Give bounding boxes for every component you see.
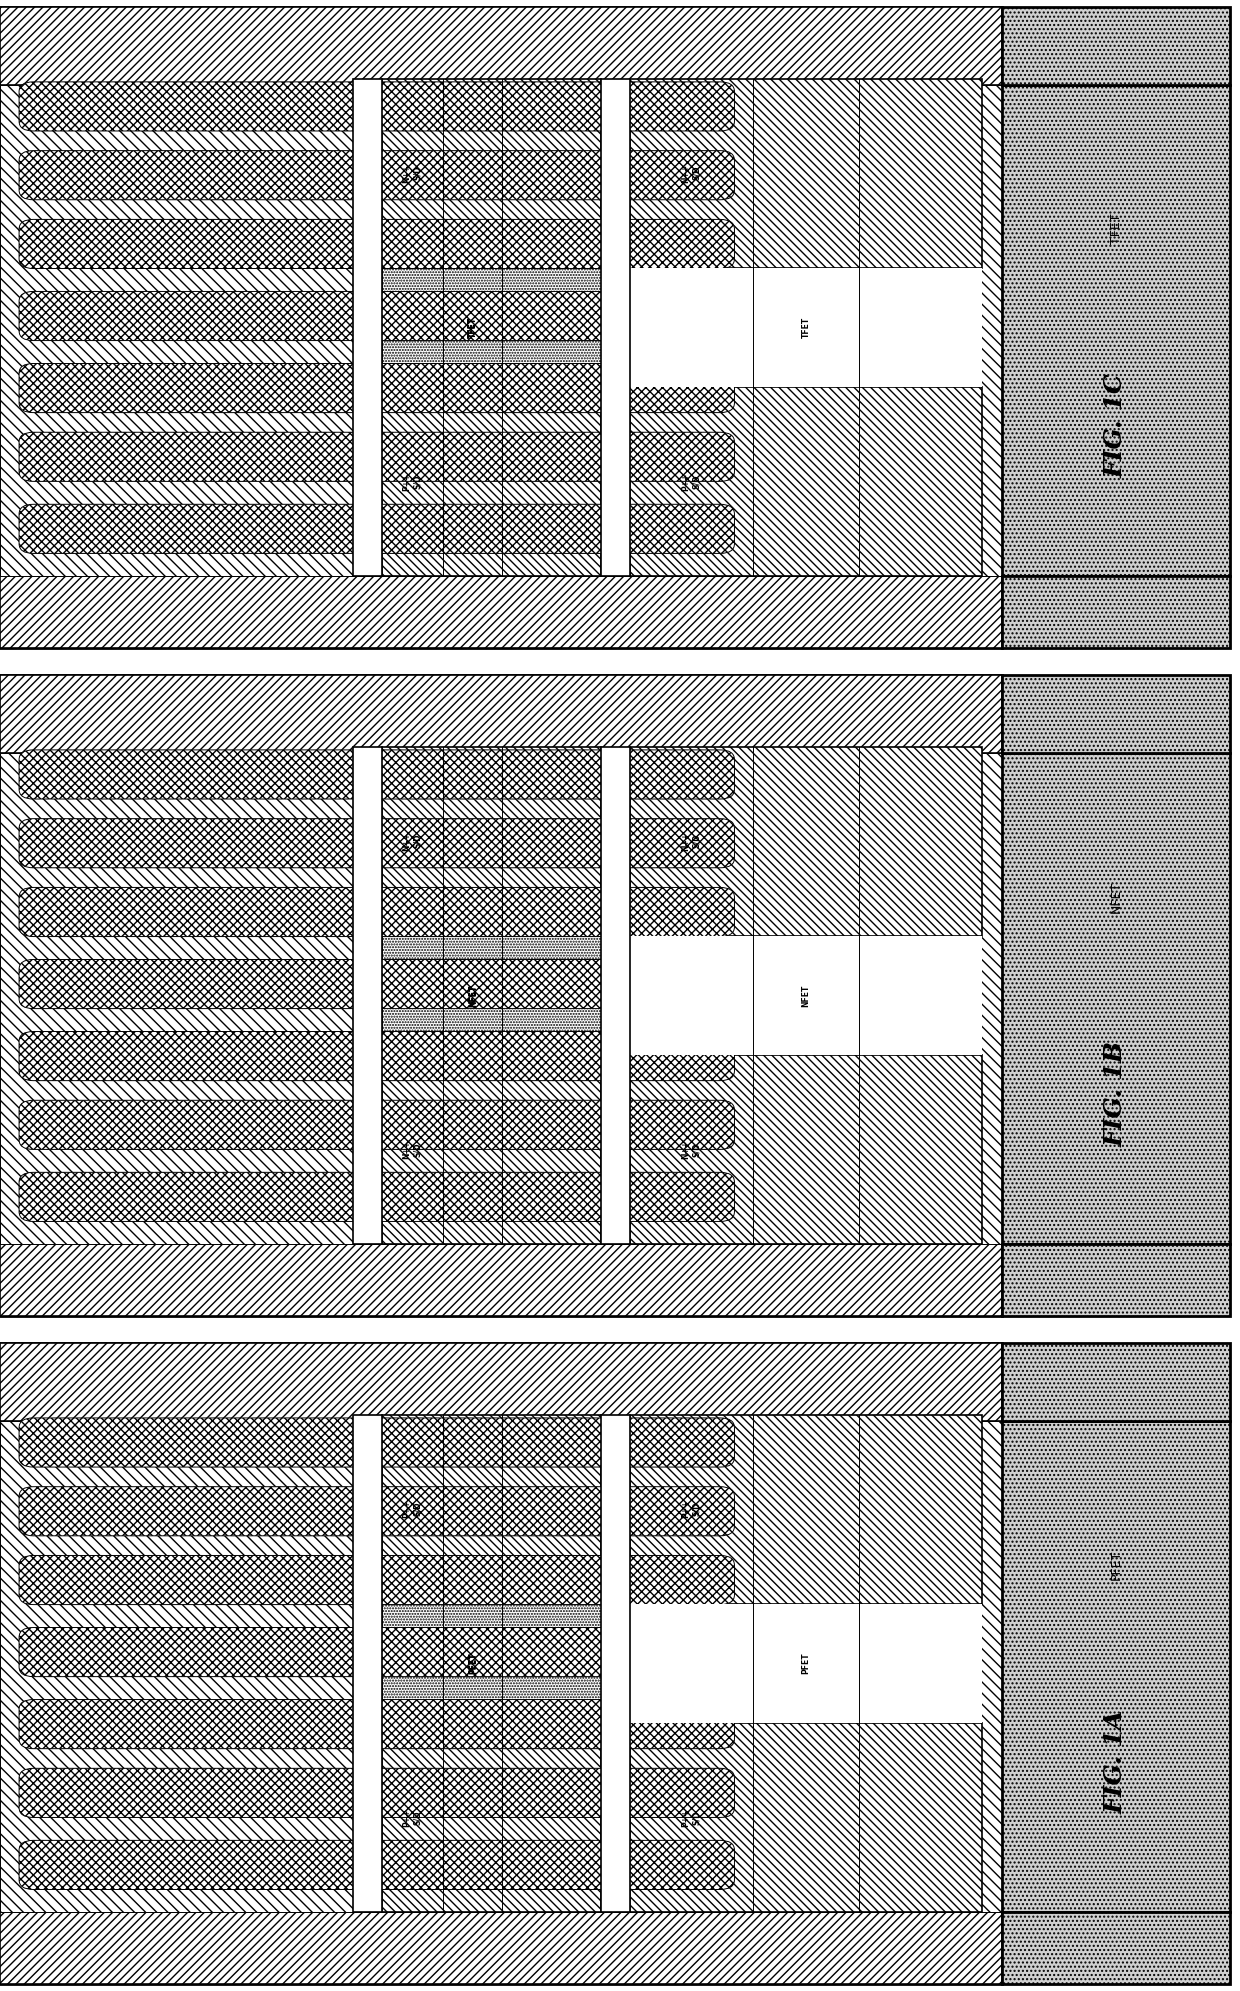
Bar [382,386,601,575]
Bar [382,1724,601,1913]
FancyBboxPatch shape [19,818,734,868]
Text: N++
S/D: N++ S/D [682,1141,701,1159]
Bar [601,78,630,575]
FancyBboxPatch shape [19,960,734,1009]
Text: N++
S/D: N++ S/D [682,832,701,850]
FancyBboxPatch shape [19,504,734,553]
FancyBboxPatch shape [19,1700,734,1748]
Bar [630,78,982,267]
Bar [382,747,601,936]
Bar [630,1605,982,1724]
Text: TFET: TFET [467,317,477,338]
Text: N++
S/D: N++ S/D [403,1141,422,1159]
Bar [630,747,982,936]
Text: P++
S/D: P++ S/D [682,1808,701,1828]
Bar [382,1416,601,1605]
Bar [1002,1244,1230,1316]
Bar [630,1724,982,1913]
Bar [382,267,601,386]
FancyBboxPatch shape [19,888,734,936]
Bar [382,936,601,1055]
FancyBboxPatch shape [19,82,734,131]
Bar [0,1342,1002,1422]
Text: P++
S/D: P++ S/D [403,1808,422,1828]
Text: NFET: NFET [1110,882,1122,914]
Bar [0,675,1002,1316]
Bar [0,86,1002,575]
Bar [1002,6,1230,86]
FancyBboxPatch shape [19,1768,734,1818]
FancyBboxPatch shape [19,1840,734,1889]
FancyBboxPatch shape [19,1627,734,1676]
FancyBboxPatch shape [19,1418,734,1467]
Bar [1002,1342,1230,1422]
Bar [1002,1422,1230,1913]
Bar [601,747,630,1244]
FancyBboxPatch shape [19,364,734,412]
Text: FIG. 1B: FIG. 1B [1104,1041,1128,1147]
FancyBboxPatch shape [19,291,734,340]
Text: FIG. 1A: FIG. 1A [1104,1710,1128,1814]
Bar [0,1342,1002,1985]
FancyBboxPatch shape [19,1031,734,1081]
Text: NFET: NFET [801,984,811,1007]
FancyBboxPatch shape [19,219,734,269]
Text: PFET: PFET [1110,1551,1122,1581]
FancyBboxPatch shape [19,1101,734,1149]
Bar [0,575,1002,649]
FancyBboxPatch shape [19,432,734,482]
Text: PFET: PFET [467,1653,477,1674]
FancyBboxPatch shape [19,1555,734,1605]
Bar [382,1055,601,1244]
Text: P++
S/D: P++ S/D [682,1499,701,1519]
Bar [630,267,982,386]
Text: TFET: TFET [469,317,479,338]
Bar [1002,575,1230,649]
Text: N++
S/D: N++ S/D [682,163,701,183]
Bar [630,1416,982,1605]
FancyBboxPatch shape [19,151,734,199]
Text: N++
S/D: N++ S/D [403,163,422,183]
Bar [353,747,382,1244]
Text: FIG. 1C: FIG. 1C [1104,374,1128,478]
Text: PFET: PFET [801,1653,811,1674]
Text: PFET: PFET [469,1653,479,1674]
Text: TFET: TFET [801,317,811,338]
Bar [630,936,982,1055]
Text: P++
S/D: P++ S/D [403,1499,422,1519]
Bar [1002,1913,1230,1985]
Bar [0,1422,1002,1913]
Text: P++
S/D: P++ S/D [682,472,701,492]
Bar [382,78,601,267]
Bar [601,1416,630,1913]
Bar [1002,753,1230,1244]
Text: N++
S/D: N++ S/D [403,832,422,850]
Bar [1002,86,1230,575]
Bar [630,1055,982,1244]
Bar [0,6,1002,86]
Bar [0,753,1002,1244]
Bar [0,6,1002,649]
Bar [1002,675,1230,753]
FancyBboxPatch shape [19,1487,734,1535]
Bar [353,78,382,575]
Text: P++
S/D: P++ S/D [403,472,422,492]
Bar [382,1605,601,1724]
Bar [353,1416,382,1913]
Bar [630,386,982,575]
FancyBboxPatch shape [19,1173,734,1220]
Text: NFET: NFET [467,984,477,1007]
Bar [0,1913,1002,1985]
Bar [0,1244,1002,1316]
Bar [0,675,1002,753]
FancyBboxPatch shape [19,751,734,798]
Text: TFET: TFET [1110,213,1122,245]
Text: NFET: NFET [469,984,479,1007]
